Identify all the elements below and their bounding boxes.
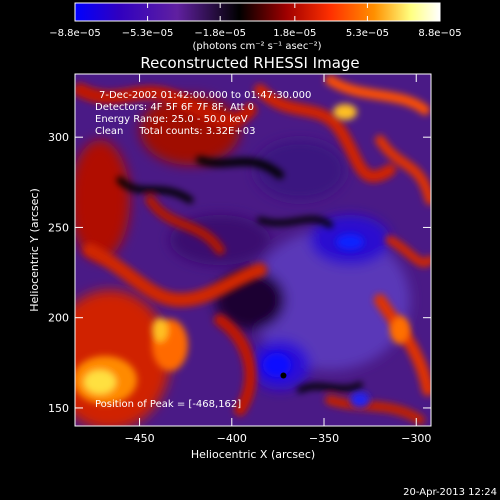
x-tick-label: −300 — [401, 432, 431, 445]
plot-frame — [74, 73, 432, 427]
x-axis: −450 −400 −350 −300 — [124, 74, 431, 445]
colorbar-tick-label: 8.8e−05 — [418, 28, 461, 39]
colorbar-units: (photons cm⁻² s⁻¹ asec⁻²) — [192, 41, 321, 52]
colorbar-tick-label: −8.8e−05 — [49, 28, 101, 39]
y-tick-label: 250 — [48, 221, 69, 234]
y-tick-label: 300 — [48, 131, 69, 144]
annotation-energy-range: Energy Range: 25.0 - 50.0 keV — [95, 114, 248, 125]
annotation-detectors: Detectors: 4F 5F 6F 7F 8F, Att 0 — [95, 102, 254, 113]
annotation-time-range: 7-Dec-2002 01:42:00.000 to 01:47:30.000 — [99, 90, 311, 101]
x-tick-label: −350 — [309, 432, 339, 445]
heatmap-image — [75, 74, 431, 426]
peak-marker — [280, 372, 287, 379]
annotation-peak-position: Position of Peak = [-468,162] — [95, 399, 241, 410]
y-tick-label: 150 — [48, 402, 69, 415]
colorbar-tick-label: 1.8e−05 — [273, 28, 316, 39]
y-axis: 150 200 250 300 — [48, 131, 431, 415]
colorbar-ticks: −8.8e−05 −5.3e−05 −1.8e−05 1.8e−05 5.3e−05 8.… — [49, 3, 462, 39]
colorbar-tick-label: 5.3e−05 — [346, 28, 389, 39]
annotation-clean: Clean Total counts: 3.32E+03 — [95, 126, 255, 137]
colorbar-tick-label: −5.3e−05 — [122, 28, 174, 39]
x-tick-label: −400 — [217, 432, 247, 445]
colorbar-tick-label: −1.8e−05 — [194, 28, 246, 39]
annotation-block: 7-Dec-2002 01:42:00.000 to 01:47:30.000 … — [95, 90, 311, 410]
y-tick-label: 200 — [48, 312, 69, 325]
x-axis-label: Heliocentric X (arcsec) — [191, 448, 315, 461]
chart-title: Reconstructed RHESSI Image — [140, 54, 359, 72]
colorbar — [74, 2, 441, 22]
y-axis-label: Heliocentric Y (arcsec) — [28, 188, 41, 312]
date-stamp: 20-Apr-2013 12:24 — [403, 487, 497, 498]
x-tick-label: −450 — [124, 432, 154, 445]
